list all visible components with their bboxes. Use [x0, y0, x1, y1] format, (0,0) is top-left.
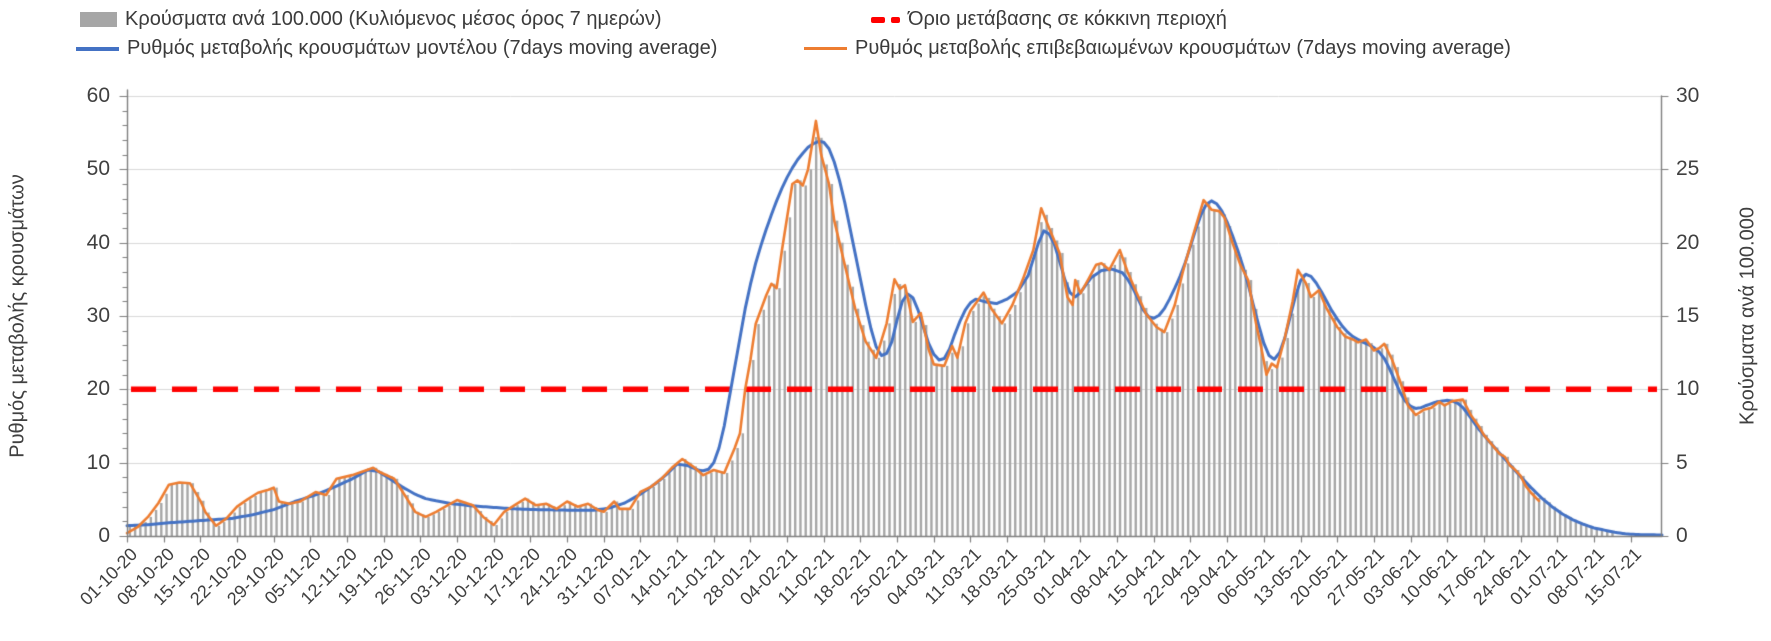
left-axis-tick-label: 10 — [86, 450, 110, 474]
legend-item-model-line: Ρυθμός μεταβολής κρουσμάτων μοντέλου (7d… — [76, 37, 717, 60]
right-axis-title: Κρούσματα ανά 100.000 — [1736, 207, 1759, 425]
right-axis-tick-label: 5 — [1676, 450, 1688, 474]
left-axis-tick-label: 30 — [86, 304, 110, 327]
x-axis-tick-label: 15-07-21 — [1579, 544, 1645, 610]
orange-line-icon — [804, 47, 847, 50]
right-axis-tick-label: 20 — [1676, 230, 1700, 254]
legend-item-threshold: Όριο μετάβασης σε κόκκινη περιοχή — [871, 8, 1227, 31]
legend-label: Κρούσματα ανά 100.000 (Κυλιόμενος μέσος … — [125, 8, 662, 30]
right-axis-tick-label: 10 — [1676, 377, 1700, 401]
right-axis-tick-label: 30 — [1676, 84, 1700, 107]
right-axis-tick-label: 15 — [1676, 304, 1700, 327]
legend-label: Όριο μετάβασης σε κόκκινη περιοχή — [908, 8, 1227, 30]
legend-label: Ρυθμός μεταβολής κρουσμάτων μοντέλου (7d… — [127, 37, 718, 59]
legend-label: Ρυθμός μεταβολής επιβεβαιωμένων κρουσμάτ… — [855, 37, 1511, 59]
blue-line-icon — [76, 46, 119, 51]
left-axis-title: Ρυθμός μεταβολής κρουσμάτων — [6, 174, 29, 458]
right-axis-tick-label: 25 — [1676, 157, 1700, 181]
left-axis-tick-label: 60 — [86, 84, 110, 107]
legend-item-cases-bars: Κρούσματα ανά 100.000 (Κυλιόμενος μέσος … — [80, 8, 662, 31]
legend-item-confirmed-line: Ρυθμός μεταβολής επιβεβαιωμένων κρουσμάτ… — [804, 37, 1511, 60]
left-axis-tick-label: 0 — [98, 524, 110, 547]
left-axis-tick-label: 50 — [86, 157, 110, 181]
left-axis-tick-label: 20 — [86, 377, 110, 401]
red-dashed-line-icon — [871, 16, 900, 23]
left-axis-tick-label: 40 — [86, 230, 110, 254]
right-axis-tick-label: 0 — [1676, 524, 1688, 547]
bar-swatch-icon — [80, 12, 117, 27]
